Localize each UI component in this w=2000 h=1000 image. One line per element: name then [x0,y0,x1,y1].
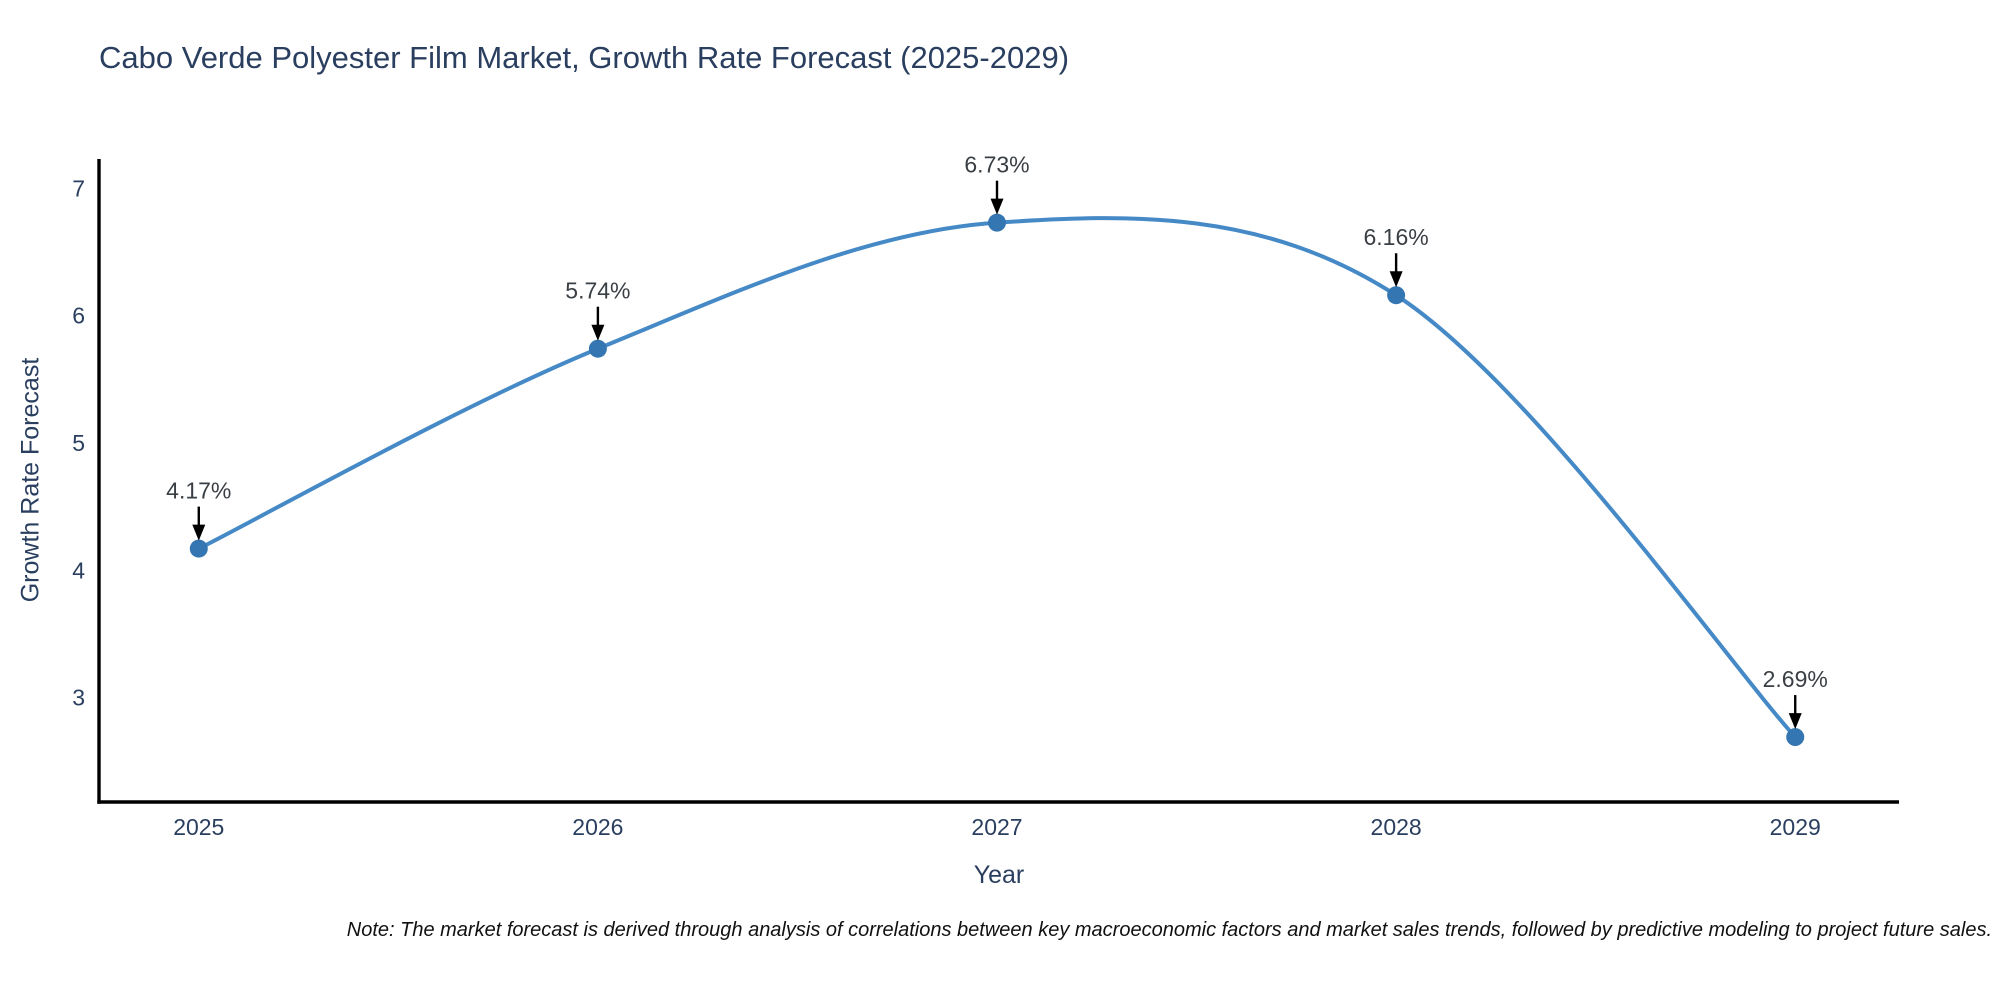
annotation-label: 5.74% [565,278,630,304]
annotation-label: 4.17% [166,478,231,504]
data-point-2028[interactable] [1387,286,1406,305]
data-point-2027[interactable] [988,213,1007,232]
annotation-arrowhead [591,324,605,341]
annotation-2026: 5.74% [565,278,631,341]
annotation-arrowhead [192,524,206,541]
annotation-label: 6.16% [1364,224,1429,250]
y-tick-label: 6 [72,303,85,329]
x-tick-label: 2025 [173,814,224,840]
chart-title: Cabo Verde Polyester Film Market, Growth… [99,40,1070,75]
annotation-2027: 6.73% [964,152,1030,215]
x-tick-label: 2026 [572,814,623,840]
annotation-2025: 4.17% [166,478,231,541]
annotation-arrowhead [1788,713,1802,730]
annotation-2028: 6.16% [1364,224,1429,288]
y-tick-label: 5 [72,430,85,456]
annotation-arrowhead [990,198,1004,215]
forecast-line [196,216,1798,740]
annotation-label: 2.69% [1763,666,1828,692]
y-tick-label: 7 [72,175,85,201]
data-point-2026[interactable] [588,339,607,358]
footnote: Note: The market forecast is derived thr… [346,919,1992,941]
x-tick-label: 2027 [971,814,1022,840]
y-tick-label: 4 [72,557,85,583]
x-axis-title: Year [973,861,1025,889]
x-tick-label: 2029 [1770,814,1821,840]
y-tick-label: 3 [72,685,85,711]
annotation-arrowhead [1389,271,1403,288]
data-point-2025[interactable] [189,539,208,558]
data-point-2029[interactable] [1786,728,1805,747]
annotation-2029: 2.69% [1763,666,1828,730]
annotation-label: 6.73% [964,152,1029,178]
x-tick-label: 2028 [1371,814,1422,840]
